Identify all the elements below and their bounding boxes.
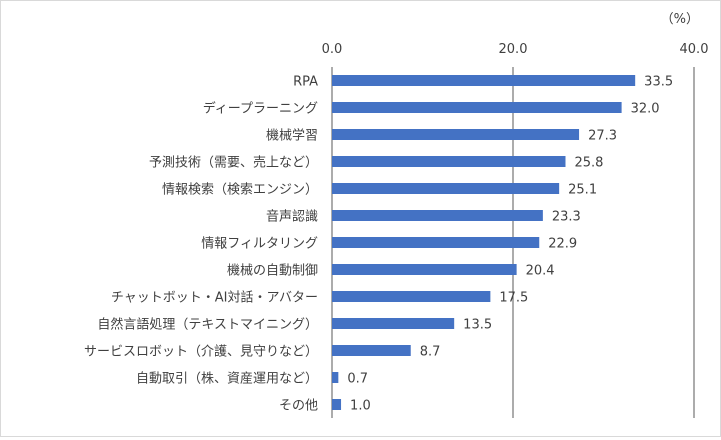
category-label: 機械の自動制御 <box>227 264 318 279</box>
value-label: 1.0 <box>350 399 371 414</box>
value-label: 8.7 <box>420 345 441 360</box>
category-label: 自動取引（株、資産運用など） <box>136 371 318 387</box>
bar <box>332 372 339 383</box>
bar <box>332 210 543 221</box>
category-label: 機械学習 <box>266 128 318 144</box>
category-label: 自然言語処理（テキストマイニング） <box>97 317 318 333</box>
value-label: 0.7 <box>347 372 368 387</box>
bar <box>332 291 491 302</box>
value-label: 25.1 <box>568 183 597 198</box>
bar <box>332 237 540 248</box>
category-label: チャットボット・AI対話・アバター <box>111 290 318 306</box>
category-label: 音声認識 <box>266 209 318 225</box>
bar <box>332 183 560 194</box>
bar <box>332 318 455 329</box>
x-tick-label: 0.0 <box>322 42 343 57</box>
category-label: サービスロボット（介護、見守りなど） <box>84 344 318 360</box>
value-label: 23.3 <box>552 210 581 225</box>
value-label: 33.5 <box>644 75 673 90</box>
category-label: RPA <box>293 75 318 90</box>
category-label: ディープラーニング <box>203 101 318 117</box>
x-tick-label: 40.0 <box>680 42 709 57</box>
bar <box>332 129 580 140</box>
category-label: 情報検索（検索エンジン） <box>162 183 318 198</box>
value-label: 13.5 <box>463 318 492 333</box>
bar <box>332 102 622 113</box>
category-label: 情報フィルタリング <box>201 237 318 252</box>
value-label: 27.3 <box>588 129 617 144</box>
unit-label: （%） <box>661 12 699 27</box>
value-label: 32.0 <box>631 102 660 117</box>
category-label: 予測技術（需要、売上など） <box>149 155 318 171</box>
value-label: 22.9 <box>548 237 577 252</box>
x-tick-label: 20.0 <box>499 42 528 57</box>
value-label: 20.4 <box>526 264 555 279</box>
bar <box>332 399 342 410</box>
value-label: 17.5 <box>499 291 528 306</box>
bar <box>332 75 636 86</box>
value-label: 25.8 <box>574 156 603 171</box>
bar <box>332 345 411 356</box>
labels: 0.0 20.0 40.0 RPA 33.5 ディープラーニング 32.0 機械学習 27.3 予… <box>84 42 708 414</box>
bar <box>332 156 566 167</box>
bar <box>332 264 517 275</box>
bars <box>332 75 636 410</box>
category-label: その他 <box>279 399 318 414</box>
